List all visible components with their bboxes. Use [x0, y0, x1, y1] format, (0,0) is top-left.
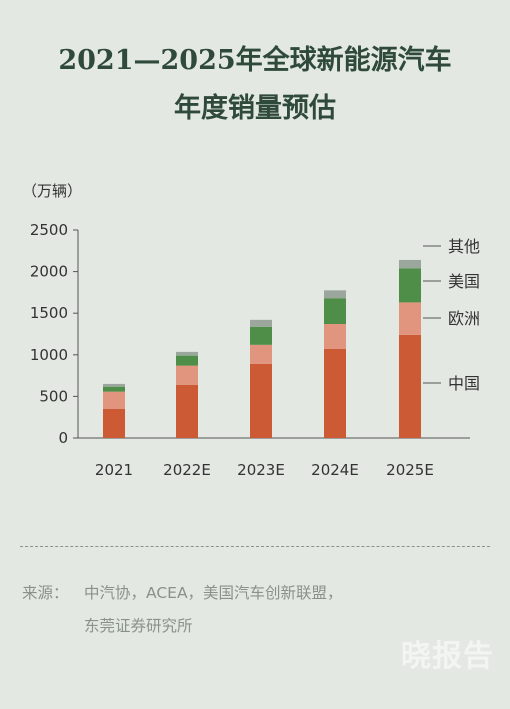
legend-label-中国: 中国: [448, 374, 480, 393]
bar-segment-2022E-中国: [176, 384, 198, 438]
y-tick-label: 500: [39, 387, 68, 405]
bar-segment-2022E-欧洲: [176, 365, 198, 385]
dashed-divider: [20, 546, 490, 547]
chart-title-line1: 2021—2025年全球新能源汽车: [58, 45, 452, 76]
bar-segment-2025E-欧洲: [399, 302, 421, 335]
bar-segment-2024E-其他: [324, 290, 346, 299]
bar-segment-2023E-欧洲: [250, 344, 272, 364]
bar-segment-2023E-中国: [250, 363, 272, 438]
x-tick-label: 2022E: [163, 461, 211, 479]
x-tick-label: 2023E: [237, 461, 285, 479]
bar-segment-2025E-其他: [399, 259, 421, 269]
bar-segment-2021-其他: [103, 383, 125, 387]
bar-segment-2025E-中国: [399, 334, 421, 438]
bar-segment-2024E-中国: [324, 348, 346, 438]
source-label: 来源：: [22, 584, 69, 602]
y-tick-label: 2000: [30, 263, 68, 281]
source-line1: 中汽协，ACEA，美国汽车创新联盟，: [84, 584, 343, 602]
y-axis-unit-label: （万辆）: [22, 182, 83, 200]
y-tick-label: 1500: [30, 304, 68, 322]
bar-segment-2022E-其他: [176, 351, 198, 356]
watermark-logo: 晓报告: [401, 639, 494, 674]
bar-segment-2024E-欧洲: [324, 324, 346, 349]
source-line2: 东莞证券研究所: [84, 617, 193, 635]
legend-label-欧洲: 欧洲: [448, 309, 480, 328]
y-tick-label: 2500: [30, 221, 68, 239]
x-tick-label: 2025E: [386, 461, 434, 479]
bar-segment-2022E-美国: [176, 355, 198, 366]
x-tick-label: 2024E: [311, 461, 359, 479]
chart-title-line2: 年度销量预估: [174, 93, 336, 124]
bar-segment-2021-欧洲: [103, 391, 125, 409]
bar-segment-2024E-美国: [324, 298, 346, 325]
source-note: 来源： 中汽协，ACEA，美国汽车创新联盟， 东莞证券研究所: [22, 577, 343, 643]
bar-segment-2023E-其他: [250, 319, 272, 327]
legend-label-美国: 美国: [448, 272, 480, 291]
y-tick-label: 1000: [30, 346, 68, 364]
bar-segment-2025E-美国: [399, 268, 421, 303]
y-tick-label: 0: [58, 429, 68, 447]
bar-segment-2021-美国: [103, 386, 125, 392]
x-tick-label: 2021: [95, 461, 133, 479]
bar-segment-2023E-美国: [250, 326, 272, 345]
bar-segment-2021-中国: [103, 408, 125, 438]
legend-label-其他: 其他: [448, 237, 480, 256]
